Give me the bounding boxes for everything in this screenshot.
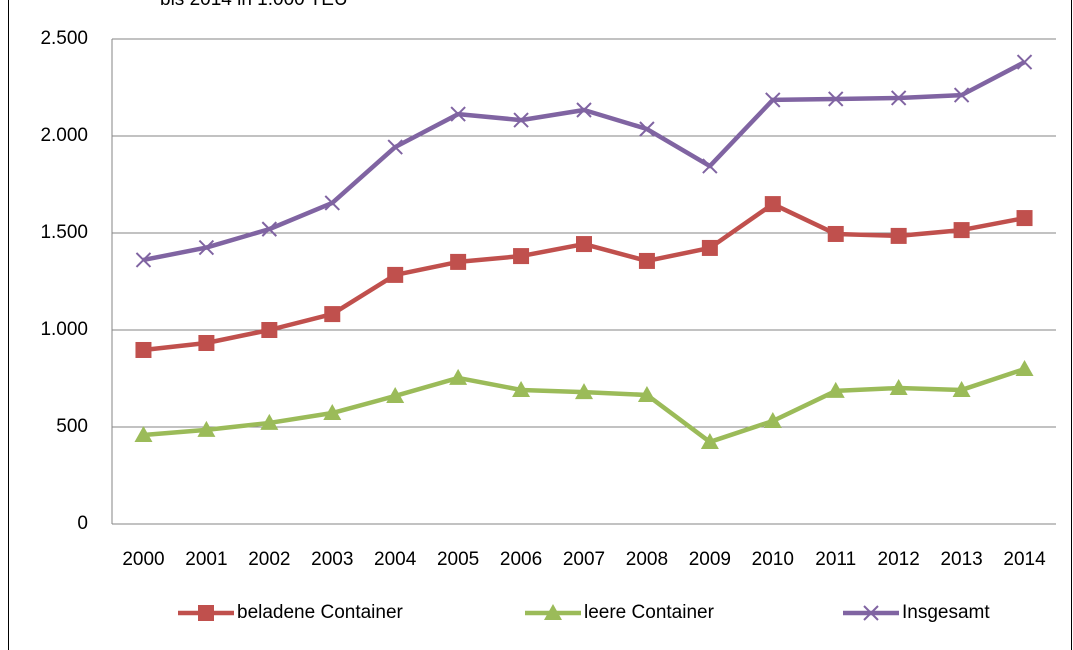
marker bbox=[953, 222, 970, 239]
marker bbox=[197, 420, 216, 437]
marker bbox=[890, 90, 907, 106]
marker bbox=[198, 334, 215, 351]
marker bbox=[700, 432, 719, 449]
marker bbox=[387, 266, 404, 283]
marker bbox=[198, 605, 214, 621]
marker bbox=[576, 236, 592, 253]
marker bbox=[764, 196, 781, 213]
marker bbox=[826, 381, 845, 398]
marker bbox=[450, 253, 467, 270]
marker bbox=[953, 87, 970, 103]
marker bbox=[701, 239, 718, 256]
marker bbox=[544, 604, 562, 620]
marker bbox=[828, 91, 844, 107]
marker bbox=[135, 341, 152, 358]
x-tick-label: 2003 bbox=[311, 549, 353, 570]
marker bbox=[261, 322, 278, 338]
marker bbox=[863, 605, 879, 621]
marker bbox=[1016, 54, 1033, 70]
legend-label: Insgesamt bbox=[902, 602, 990, 623]
marker bbox=[512, 380, 531, 397]
marker bbox=[890, 227, 907, 244]
x-tick-label: 2013 bbox=[940, 549, 982, 570]
marker bbox=[763, 411, 782, 428]
marker bbox=[1015, 359, 1034, 376]
marker bbox=[1016, 210, 1033, 227]
marker bbox=[324, 306, 341, 323]
chart-frame bbox=[8, 0, 1072, 650]
x-tick-label: 2014 bbox=[1003, 549, 1046, 570]
marker bbox=[827, 225, 844, 242]
marker bbox=[198, 239, 215, 256]
marker bbox=[889, 379, 908, 396]
legend-label: beladene Container bbox=[237, 602, 404, 623]
marker bbox=[261, 221, 278, 237]
x-tick-label: 2006 bbox=[500, 549, 542, 570]
marker bbox=[450, 106, 466, 122]
marker bbox=[952, 380, 971, 397]
marker bbox=[513, 112, 529, 128]
series-line bbox=[143, 366, 1026, 445]
y-tick-label: 2.000 bbox=[40, 125, 88, 146]
x-tick-label: 2005 bbox=[437, 549, 479, 570]
x-tick-label: 2011 bbox=[815, 549, 856, 570]
marker bbox=[513, 248, 530, 265]
x-tick-label: 2007 bbox=[563, 549, 605, 570]
marker bbox=[386, 386, 405, 403]
x-tick-label: 2012 bbox=[878, 549, 920, 570]
marker bbox=[575, 383, 593, 400]
y-tick-label: 0 bbox=[77, 513, 88, 534]
marker bbox=[323, 404, 342, 421]
x-tick-label: 2010 bbox=[752, 549, 794, 570]
legend-label: leere Container bbox=[584, 602, 715, 623]
marker bbox=[260, 413, 279, 430]
marker bbox=[576, 102, 592, 118]
y-tick-label: 1.500 bbox=[40, 222, 88, 243]
marker bbox=[638, 252, 655, 269]
marker bbox=[702, 158, 718, 174]
marker bbox=[765, 92, 781, 108]
x-tick-label: 2001 bbox=[185, 549, 227, 570]
x-tick-label: 2002 bbox=[248, 549, 290, 570]
marker bbox=[134, 425, 153, 442]
marker bbox=[324, 195, 340, 211]
x-tick-label: 2008 bbox=[626, 549, 668, 570]
y-tick-label: 500 bbox=[56, 416, 88, 437]
marker bbox=[639, 121, 655, 137]
y-tick-label: 1.000 bbox=[40, 319, 88, 340]
y-tick-label: 2.500 bbox=[40, 28, 88, 49]
marker bbox=[387, 139, 403, 155]
x-tick-label: 2004 bbox=[374, 549, 417, 570]
x-tick-label: 2009 bbox=[689, 549, 731, 570]
chart-title: bis 2014 in 1.000 TEU bbox=[160, 0, 348, 10]
marker bbox=[637, 385, 656, 402]
marker bbox=[135, 252, 152, 268]
x-tick-label: 2000 bbox=[122, 549, 164, 570]
marker bbox=[449, 368, 468, 385]
